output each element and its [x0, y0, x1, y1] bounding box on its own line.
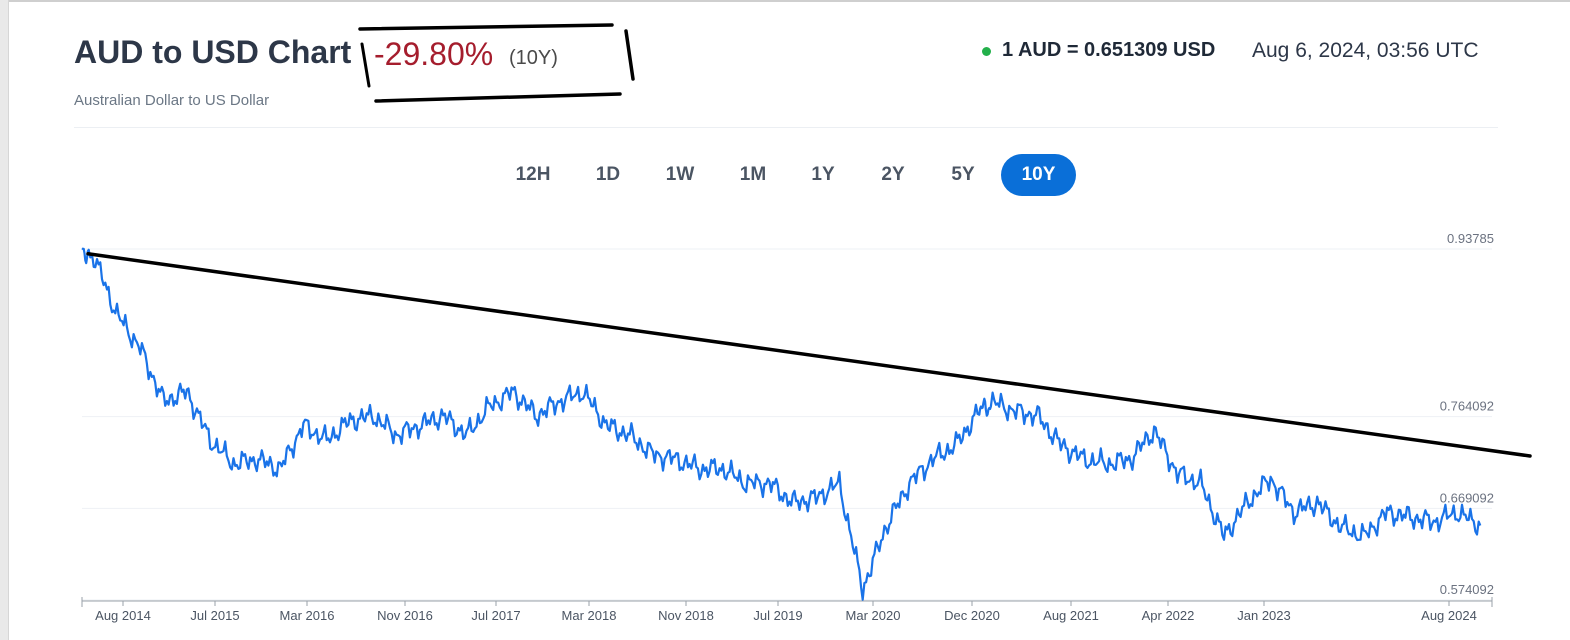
annotation-stroke	[374, 92, 622, 103]
x-tick-label: Jul 2017	[471, 608, 520, 623]
header-divider	[74, 127, 1498, 128]
timeframe-tabs: 12H 1D 1W 1M 1Y 2Y 5Y 10Y	[0, 154, 1570, 196]
percent-change: -29.80%	[374, 36, 494, 72]
x-tick-label: Jul 2015	[190, 608, 239, 623]
tab-12h[interactable]: 12H	[515, 164, 551, 185]
tab-10y[interactable]: 10Y	[1001, 154, 1076, 196]
current-rate: 1 AUD = 0.651309 USD	[1002, 39, 1216, 61]
x-tick-label: Nov 2016	[377, 608, 433, 623]
rate-timestamp: Aug 6, 2024, 03:56 UTC	[1252, 39, 1479, 62]
y-tick-label: 0.93785	[1447, 231, 1494, 246]
x-tick-label: Mar 2016	[280, 608, 335, 623]
trendline-annotation	[86, 252, 1532, 458]
x-tick-label: Apr 2022	[1142, 608, 1195, 623]
annotation-layer	[86, 252, 1532, 458]
x-tick-label: Aug 2021	[1043, 608, 1099, 623]
aud-usd-series-line	[81, 247, 1482, 601]
x-tick-label: Nov 2018	[658, 608, 714, 623]
annotation-stroke	[624, 29, 635, 81]
y-tick-label: 0.764092	[1440, 399, 1494, 414]
exchange-rate-chart: 0.93785 0.764092 0.669092 0.574092 Aug 2014…	[81, 231, 1532, 623]
page-title: AUD to USD Chart	[74, 34, 352, 70]
x-tick-label: Dec 2020	[944, 608, 1000, 623]
x-tick-label: Jan 2023	[1237, 608, 1291, 623]
series-layer	[81, 247, 1482, 601]
x-tick-label: Jul 2019	[753, 608, 802, 623]
window-top-edge	[0, 0, 1570, 2]
grid-lines	[82, 248, 1492, 601]
tab-1w[interactable]: 1W	[665, 164, 695, 185]
y-tick-label: 0.669092	[1440, 490, 1494, 505]
annotation-stroke	[360, 42, 371, 88]
y-axis-labels: 0.93785 0.764092 0.669092 0.574092	[1440, 231, 1494, 597]
change-period: (10Y)	[509, 47, 558, 69]
x-tick-label: Mar 2020	[846, 608, 901, 623]
x-tick-label: Aug 2014	[95, 608, 151, 623]
window-left-edge	[0, 0, 9, 640]
x-axis: Aug 2014 Jul 2015 Mar 2016 Nov 2016 Jul 2017…	[81, 597, 1493, 623]
tab-2y[interactable]: 2Y	[881, 164, 905, 185]
tab-1y[interactable]: 1Y	[811, 164, 835, 185]
x-tick-label: Mar 2018	[562, 608, 617, 623]
x-tick-label: Aug 2024	[1421, 608, 1477, 623]
annotation-stroke	[358, 23, 614, 31]
tab-1m[interactable]: 1M	[739, 164, 767, 185]
page-subtitle: Australian Dollar to US Dollar	[74, 92, 270, 109]
tab-1d[interactable]: 1D	[595, 164, 621, 185]
live-status-dot-icon	[982, 47, 991, 56]
y-tick-label: 0.574092	[1440, 582, 1494, 597]
tab-5y[interactable]: 5Y	[951, 164, 975, 185]
